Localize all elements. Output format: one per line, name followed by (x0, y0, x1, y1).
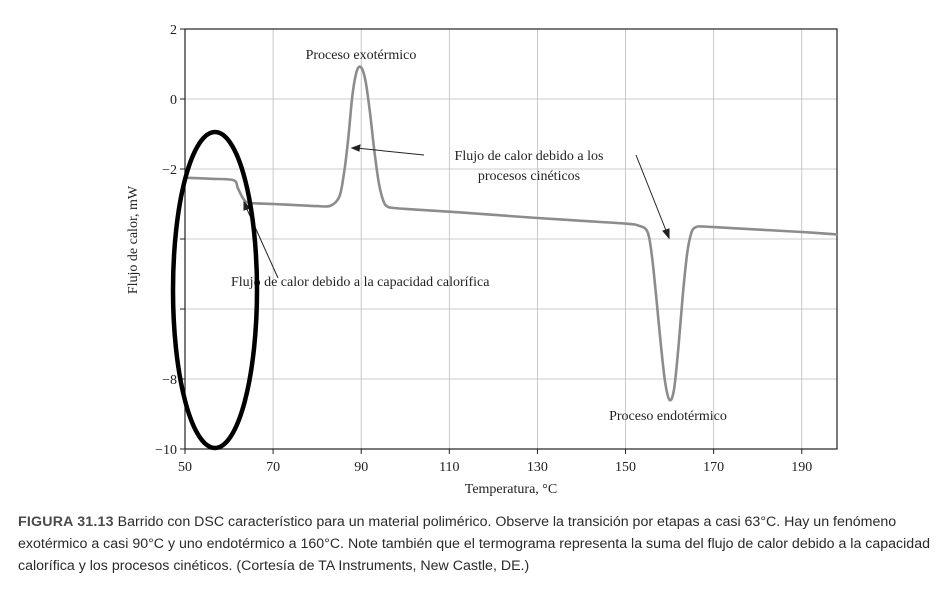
dsc-chart: 2 0 −2 −8 −10 50 70 90 110 130 150 170 190 Proceso … (126, 23, 839, 497)
y-tick-label: 2 (170, 23, 177, 38)
caption-text: Barrido con DSC característico para un m… (18, 514, 930, 574)
y-tick-label: −2 (162, 163, 177, 178)
x-tick-label: 150 (615, 460, 636, 475)
arrowhead-kinetic-exo (350, 144, 361, 152)
y-axis-title: Flujo de calor, mW (126, 185, 141, 294)
x-tick-label: 50 (178, 460, 192, 475)
label-kinetic-line2: procesos cinéticos (478, 169, 580, 184)
highlight-ellipse (170, 129, 260, 451)
y-tick-label: −10 (155, 443, 177, 458)
label-endothermic: Proceso endotérmico (609, 409, 727, 424)
x-tick-label: 170 (703, 460, 724, 475)
arrowhead-heat-capacity (243, 200, 251, 211)
grid-lines (185, 29, 837, 449)
label-heat-capacity: Flujo de calor debido a la capacidad cal… (231, 275, 490, 290)
figure-caption: FIGURA 31.13 Barrido con DSC característ… (18, 511, 938, 577)
x-tick-label: 90 (354, 460, 368, 475)
x-tick-label: 130 (527, 460, 548, 475)
x-axis-ticks: 50 70 90 110 130 150 170 190 (178, 449, 812, 475)
annotation-arrows (243, 144, 670, 279)
x-axis-title: Temperatura, °C (465, 482, 557, 497)
series-lines (183, 65, 839, 402)
x-tick-label: 70 (266, 460, 280, 475)
arrow-kinetic-endo (635, 154, 668, 234)
x-tick-label: 190 (791, 460, 812, 475)
x-tick-label: 110 (439, 460, 459, 475)
caption-label: FIGURA 31.13 (18, 514, 114, 530)
arrowhead-kinetic-endo (662, 228, 670, 240)
y-tick-label: 0 (170, 93, 177, 108)
y-axis-ticks: 2 0 −2 −8 −10 (155, 23, 185, 458)
series-line (183, 65, 839, 402)
label-exothermic: Proceso exotérmico (306, 48, 417, 63)
y-tick-label: −8 (162, 373, 177, 388)
arrow-kinetic-exo (355, 147, 425, 156)
label-kinetic-line1: Flujo de calor debido a los (455, 149, 604, 164)
